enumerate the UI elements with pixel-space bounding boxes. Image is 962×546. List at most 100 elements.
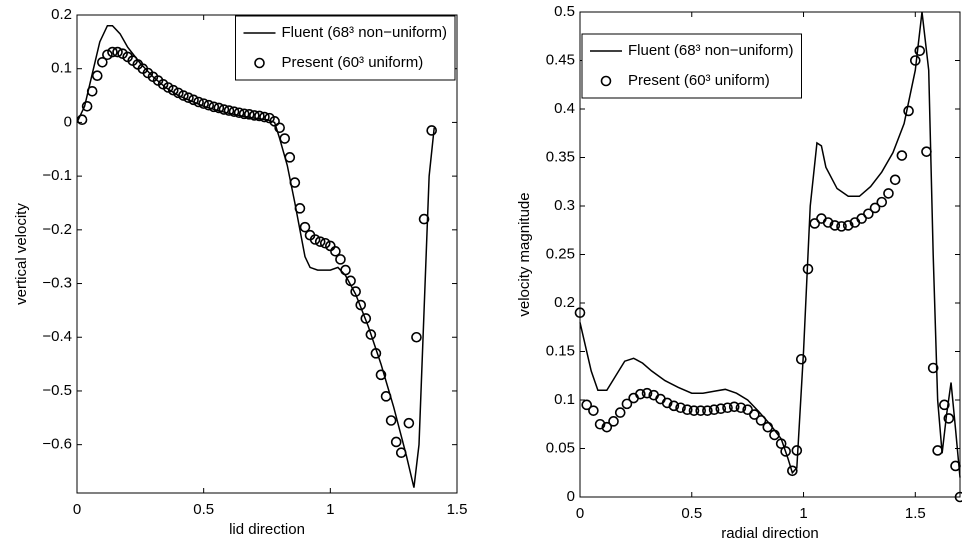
data-marker — [314, 236, 326, 247]
data-marker — [681, 404, 693, 416]
data-marker — [274, 122, 285, 134]
data-marker — [426, 125, 437, 136]
data-marker — [418, 213, 430, 225]
data-marker — [81, 101, 93, 112]
y-tick-label: 0.5 — [554, 3, 575, 20]
data-marker — [345, 275, 356, 287]
data-marker — [641, 387, 653, 399]
data-marker — [842, 220, 854, 231]
data-marker — [319, 237, 331, 249]
data-marker — [112, 46, 123, 58]
data-marker — [869, 202, 881, 214]
data-line — [579, 11, 961, 478]
data-marker — [403, 417, 415, 429]
data-marker — [269, 116, 280, 127]
data-marker — [411, 331, 422, 343]
data-marker — [708, 404, 720, 416]
legend-frame — [581, 33, 802, 99]
data-marker — [385, 415, 397, 426]
legend-label: Fluent (68³ non−uniform) — [628, 42, 794, 59]
data-marker — [762, 421, 774, 433]
data-marker — [102, 49, 113, 61]
data-marker — [259, 111, 270, 123]
data-marker — [863, 208, 874, 220]
data-marker — [299, 221, 311, 233]
data-marker — [921, 146, 932, 157]
x-axis-label: lid direction — [229, 521, 305, 538]
data-marker — [203, 99, 215, 111]
data-marker — [809, 218, 821, 229]
data-marker — [614, 407, 626, 418]
x-tick-label: 0.5 — [681, 505, 702, 522]
data-marker — [601, 421, 613, 433]
y-axis-label: vertical velocity — [13, 203, 30, 305]
data-marker — [284, 152, 296, 163]
data-marker — [939, 399, 950, 411]
data-marker — [822, 217, 834, 228]
data-marker — [588, 405, 599, 416]
data-marker — [574, 307, 586, 319]
data-marker — [668, 400, 680, 412]
legend-label: Fluent (68³ non−uniform) — [282, 24, 448, 41]
data-marker — [340, 264, 351, 276]
data-marker — [635, 388, 646, 400]
y-tick-label: 0.3 — [554, 197, 575, 214]
data-marker — [218, 104, 230, 115]
plot-frame — [76, 14, 458, 494]
data-marker — [86, 85, 98, 97]
data-marker — [791, 445, 803, 456]
data-marker — [775, 438, 787, 449]
y-tick-label: 0.4 — [554, 100, 575, 117]
y-tick-label: −0.5 — [42, 382, 72, 399]
data-marker — [876, 196, 888, 208]
data-marker — [162, 82, 174, 93]
data-marker — [932, 445, 943, 456]
data-marker — [360, 313, 372, 324]
data-marker — [749, 409, 760, 420]
y-tick-label: 0.15 — [546, 342, 575, 359]
y-tick-label: 0 — [64, 113, 72, 130]
legend: Fluent (68³ non−uniform) Present (60³ uni… — [235, 15, 456, 81]
data-marker — [335, 254, 346, 265]
data-marker — [375, 369, 387, 381]
data-marker — [695, 405, 707, 416]
data-marker — [715, 403, 727, 415]
data-marker — [889, 174, 901, 186]
data-marker — [370, 348, 382, 359]
y-axis-label: velocity magnitude — [516, 192, 533, 316]
data-marker — [365, 329, 377, 340]
data-marker — [621, 398, 633, 410]
axes: 0 0.5 1 1.5 0 0.05 0.1 0.15 0.2 0.25 0.3 0.35 0.4 0.4… — [516, 3, 962, 542]
data-line — [76, 24, 435, 488]
data-marker — [688, 405, 700, 416]
legend-swatch — [254, 57, 265, 69]
y-tick-label: −0.4 — [42, 328, 72, 345]
axes: 0 0.5 1 1.5 −0.6 −0.5 −0.4 −0.3 −0.2 −0.1 0 0.1 0.2 l… — [13, 6, 467, 538]
data-marker — [309, 234, 321, 245]
data-marker — [91, 70, 103, 81]
data-marker — [294, 203, 306, 214]
data-marker — [769, 429, 780, 441]
x-tick-label: 1 — [326, 501, 334, 518]
data-marker — [198, 98, 209, 109]
data-marker — [76, 114, 88, 126]
data-marker — [943, 413, 955, 424]
legend-swatch — [600, 75, 612, 87]
data-marker — [249, 110, 260, 121]
data-marker — [608, 416, 619, 427]
data-marker — [213, 102, 225, 114]
data-marker — [254, 110, 265, 122]
legend: Fluent (68³ non−uniform) Present (60³ uni… — [581, 33, 802, 99]
data-marker — [836, 221, 847, 232]
x-tick-label: 1 — [799, 505, 807, 522]
data-marker — [355, 299, 367, 311]
data-marker — [395, 447, 407, 459]
data-marker — [243, 109, 255, 120]
data-marker — [183, 92, 194, 104]
data-marker — [954, 491, 962, 503]
legend-frame — [235, 15, 456, 81]
y-tick-label: 0.2 — [554, 294, 575, 311]
data-marker — [802, 263, 814, 275]
data-marker — [390, 436, 402, 448]
